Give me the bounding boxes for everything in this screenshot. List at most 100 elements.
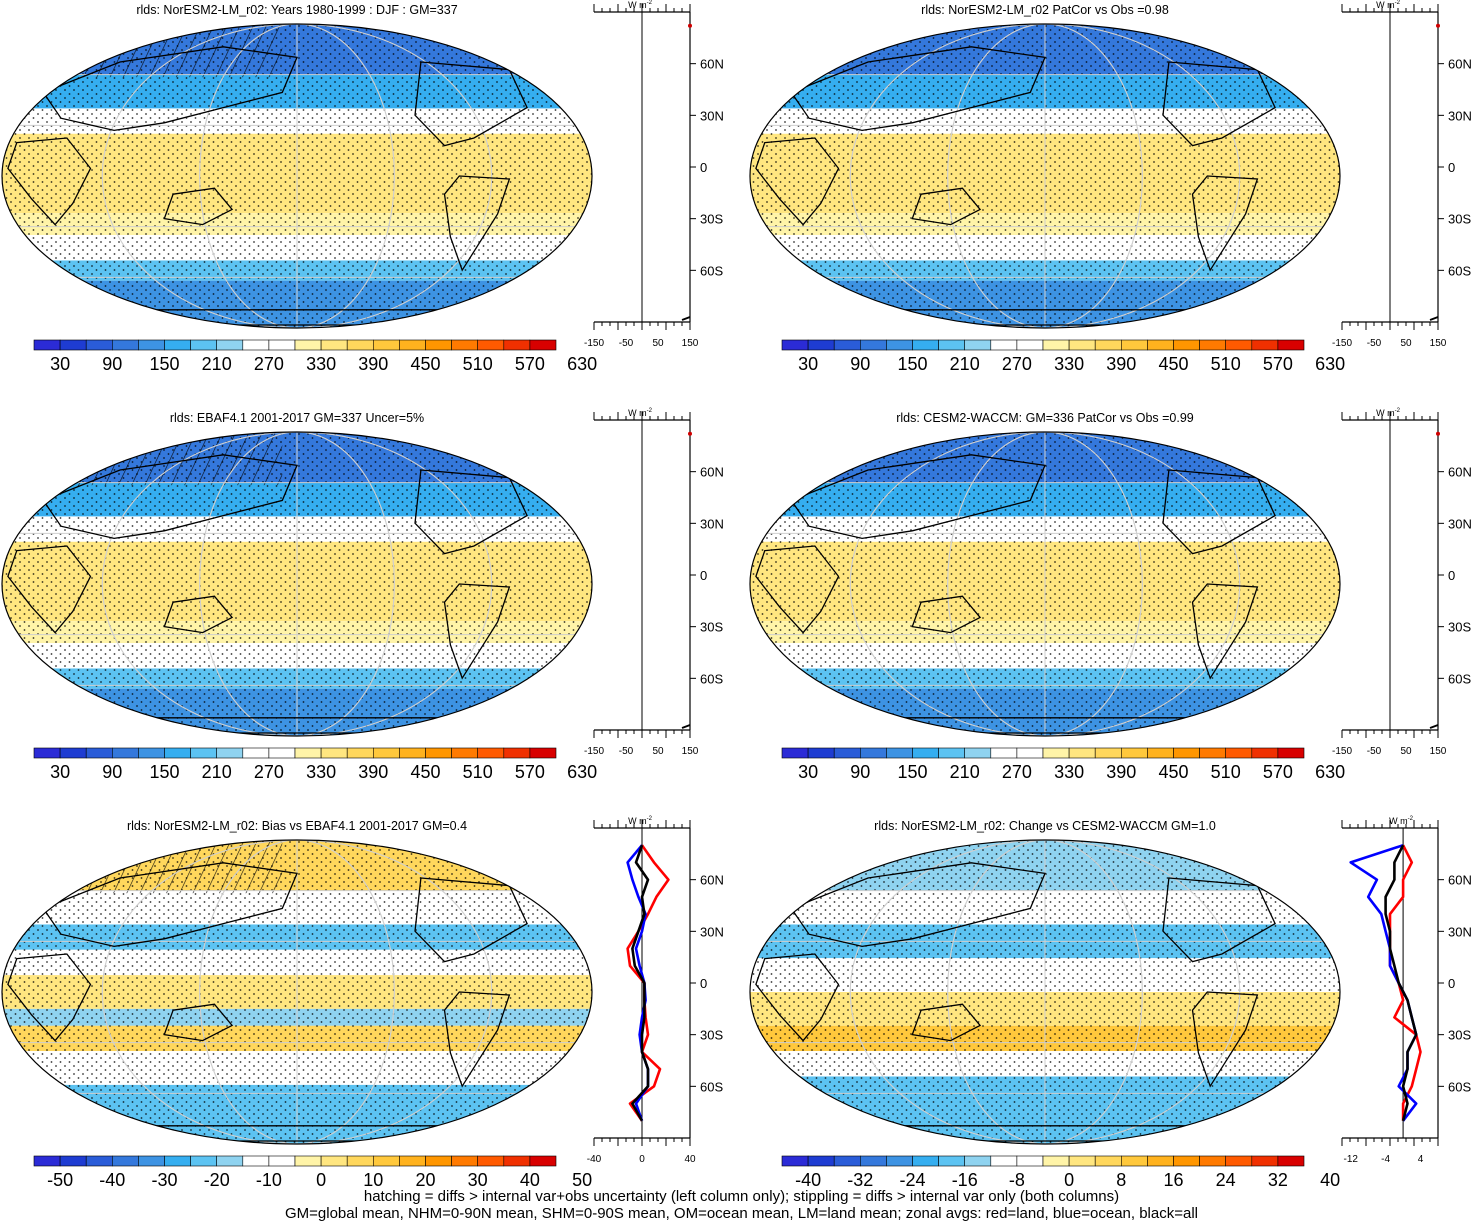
zonal-lat-label: 30S <box>1448 212 1471 227</box>
zonal-lat-label: 0 <box>700 568 707 583</box>
zonal-point <box>688 432 692 436</box>
colorbar-box <box>965 748 991 758</box>
map-p2 <box>750 24 1340 328</box>
colorbar-box <box>1147 748 1173 758</box>
colorbar-label: 570 <box>515 762 545 782</box>
colorbar-box <box>269 1156 295 1166</box>
colorbar-label: 150 <box>897 354 927 374</box>
footer-line-2: GM=global mean, NHM=0-90N mean, SHM=0-90… <box>0 1205 1483 1222</box>
map-p3 <box>2 432 592 736</box>
zonal-point <box>1430 725 1438 728</box>
colorbar-box <box>60 748 86 758</box>
colorbar-box <box>1226 1156 1252 1166</box>
zonal-unit: W m-2 <box>628 0 652 10</box>
zonal-unit: W m-2 <box>628 408 652 418</box>
zonal-lat-label: 60N <box>700 465 724 480</box>
colorbar-box <box>295 340 321 350</box>
colorbar-box <box>1069 748 1095 758</box>
colorbar-box <box>1017 1156 1043 1166</box>
colorbar-box <box>478 748 504 758</box>
panel-p3: rlds: EBAF4.1 2001-2017 GM=337 Uncer=5%W… <box>2 408 724 782</box>
zonal-x-label: 150 <box>682 338 699 349</box>
colorbar-box <box>347 748 373 758</box>
colorbar-label: 390 <box>1106 354 1136 374</box>
zonal-x-label: -150 <box>1332 746 1352 757</box>
colorbar-box <box>217 340 243 350</box>
zonal-lat-label: 30N <box>700 924 724 939</box>
colorbar-label: 150 <box>149 354 179 374</box>
colorbar-label: 450 <box>1158 762 1188 782</box>
colorbar-label: -8 <box>1009 1170 1025 1190</box>
zonal-lat-label: 60N <box>700 873 724 888</box>
colorbar-box <box>939 1156 965 1166</box>
colorbar-box <box>1174 1156 1200 1166</box>
colorbar-box <box>1095 340 1121 350</box>
panel-p2: rlds: NorESM2-LM_r02 PatCor vs Obs =0.98… <box>750 0 1472 374</box>
colorbar-label: 10 <box>363 1170 383 1190</box>
colorbar-box <box>347 340 373 350</box>
colorbar-box <box>243 340 269 350</box>
colorbar-box <box>1200 748 1226 758</box>
panel-p4: rlds: CESM2-WACCM: GM=336 PatCor vs Obs … <box>750 408 1472 782</box>
zonal-lat-label: 30S <box>1448 620 1471 635</box>
colorbar-box <box>86 1156 112 1166</box>
colorbar-box <box>191 1156 217 1166</box>
colorbar-box <box>991 1156 1017 1166</box>
colorbar-box <box>373 748 399 758</box>
colorbar-box <box>504 340 530 350</box>
colorbar-label: -32 <box>847 1170 873 1190</box>
colorbar-box <box>60 1156 86 1166</box>
colorbar-label: 210 <box>950 762 980 782</box>
zonal-lat-label: 60N <box>700 57 724 72</box>
colorbar-box <box>373 340 399 350</box>
colorbar-box <box>399 748 425 758</box>
colorbar-box <box>426 340 452 350</box>
colorbar-box <box>295 748 321 758</box>
zonal-unit: W m-2 <box>628 816 652 826</box>
zonal-x-label: 150 <box>682 746 699 757</box>
colorbar-box <box>834 1156 860 1166</box>
zonal-x-label: 50 <box>1400 338 1412 349</box>
colorbar-label: 630 <box>1315 762 1345 782</box>
colorbar-label: 30 <box>50 762 70 782</box>
zonal-x-label: -4 <box>1381 1154 1390 1165</box>
zonal-x-label: -50 <box>619 338 634 349</box>
colorbar-label: 270 <box>254 354 284 374</box>
colorbar-box <box>34 340 60 350</box>
colorbar-box <box>112 748 138 758</box>
zonal-lat-label: 60S <box>1448 263 1471 278</box>
colorbar-box <box>60 340 86 350</box>
colorbar-box <box>112 340 138 350</box>
zonal-lat-label: 0 <box>1448 160 1455 175</box>
colorbar-box <box>1017 748 1043 758</box>
colorbar-box <box>138 748 164 758</box>
zonal-point <box>682 725 690 728</box>
colorbar-box <box>321 748 347 758</box>
colorbar-box <box>886 748 912 758</box>
colorbar-box <box>860 340 886 350</box>
colorbar-box <box>191 340 217 350</box>
colorbar-box <box>1278 1156 1304 1166</box>
colorbar-box <box>1174 340 1200 350</box>
zonal-point <box>682 317 690 320</box>
zonal-lat-label: 30N <box>1448 516 1472 531</box>
colorbar-label: 510 <box>463 354 493 374</box>
colorbar-box <box>808 1156 834 1166</box>
colorbar-box <box>321 1156 347 1166</box>
panel-title: rlds: NorESM2-LM_r02: Bias vs EBAF4.1 20… <box>127 819 467 833</box>
zonal-x-label: 4 <box>1418 1154 1424 1165</box>
colorbar-label: 630 <box>567 762 597 782</box>
colorbar-box <box>1147 340 1173 350</box>
colorbar-box <box>1069 340 1095 350</box>
colorbar-label: 30 <box>468 1170 488 1190</box>
zonal-x-label: -150 <box>584 746 604 757</box>
zonal-lat-label: 0 <box>1448 568 1455 583</box>
colorbar-box <box>808 340 834 350</box>
colorbar-box <box>1252 340 1278 350</box>
colorbar-box <box>939 340 965 350</box>
zonal-unit: W m-2 <box>1389 816 1413 826</box>
colorbar-label: 510 <box>463 762 493 782</box>
colorbar-box <box>86 748 112 758</box>
colorbar-box <box>217 1156 243 1166</box>
